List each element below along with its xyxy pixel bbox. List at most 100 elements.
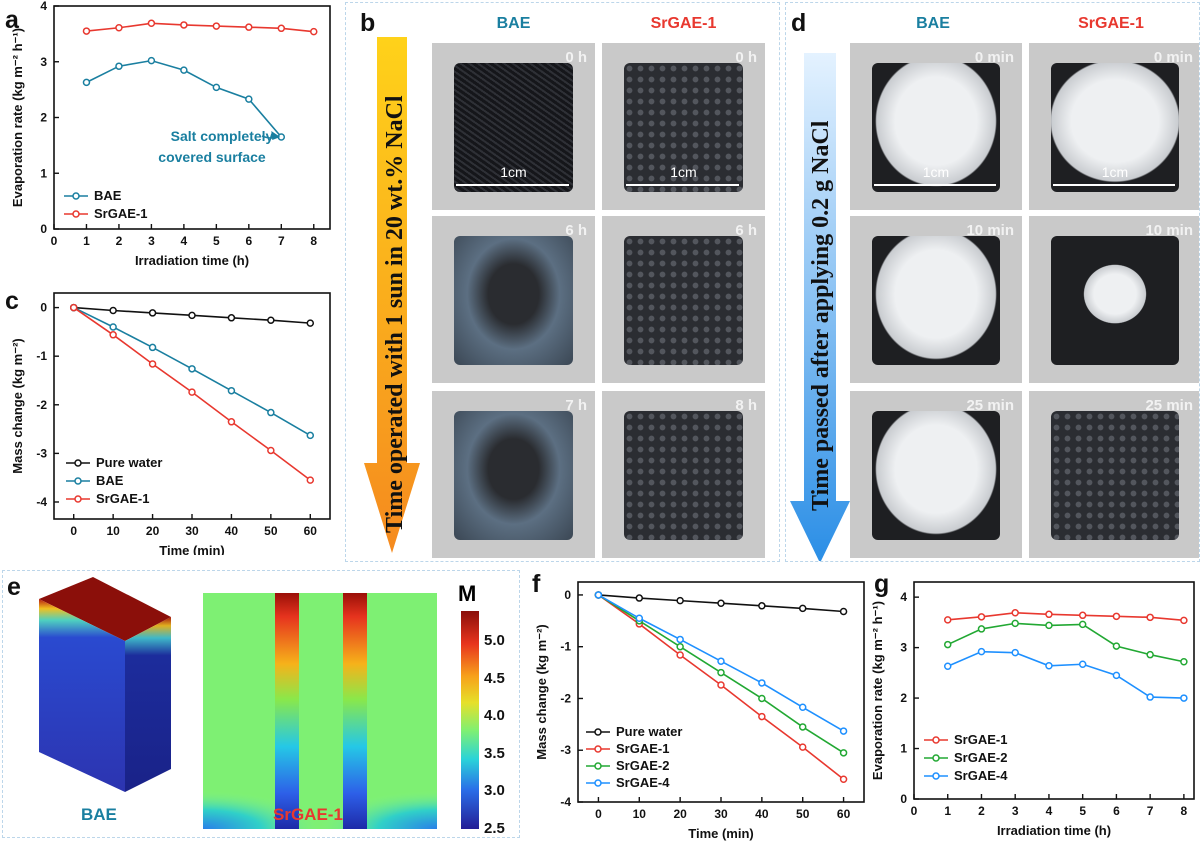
- data-point: [1045, 610, 1053, 619]
- legend-marker: [932, 772, 940, 780]
- x-tick-label: 7: [278, 234, 285, 248]
- data-point: [594, 591, 603, 599]
- panel-label-e: e: [7, 573, 21, 601]
- photo-b-bae-3: 7 h: [432, 391, 595, 558]
- y-tick-label: 1: [40, 166, 47, 180]
- panel-f: f 0 10 20 30 40 50 60 0 -1 -2 -3 -4 Time (min) Mass c…: [530, 568, 870, 845]
- panel-label-b: b: [360, 9, 376, 37]
- photo-time-label: 7 h: [565, 397, 587, 414]
- y-tick-label: 2: [40, 111, 47, 125]
- photo-b-srgae1-3: 8 h: [602, 391, 765, 558]
- x-tick-label: 5: [1079, 804, 1086, 818]
- data-point: [758, 602, 766, 610]
- colorbar-tick-label: 5.0: [484, 632, 505, 650]
- panel-label-g: g: [874, 570, 890, 598]
- y-tick-label: -3: [560, 743, 571, 757]
- data-point: [676, 635, 684, 644]
- data-point: [109, 306, 117, 315]
- data-point: [977, 647, 986, 656]
- x-tick-label: 4: [1046, 804, 1053, 818]
- photo-b-srgae1-1: 0 h 1cm: [602, 43, 765, 210]
- legend-marker: [594, 745, 602, 753]
- x-tick-label: 0: [70, 524, 77, 538]
- sample-d-5: [1051, 411, 1179, 540]
- panel-b: b Time operated with 1 sun in 20 wt.% Na…: [345, 2, 780, 562]
- data-point: [977, 613, 986, 621]
- srgae1-slice-simulation: [203, 593, 437, 829]
- legend-label: SrGAE-2: [616, 758, 669, 773]
- photo-time-label: 6 h: [735, 222, 757, 239]
- y-tick-label: -4: [36, 495, 47, 509]
- sample-b-3: [624, 236, 743, 365]
- data-point: [109, 331, 117, 339]
- legend-marker: [74, 477, 82, 485]
- x-tick-label: 0: [911, 804, 918, 818]
- sample-d-0: [872, 63, 1000, 192]
- y-tick-label: 2: [900, 691, 907, 705]
- data-point: [1180, 657, 1188, 666]
- y-axis-label: Evaporation rate (kg m⁻² h⁻¹): [10, 28, 25, 207]
- y-axis-label: Mass change (kg m⁻²): [10, 338, 25, 473]
- legend-label: SrGAE-4: [616, 775, 670, 790]
- colorbar-tick-label: 4.5: [484, 669, 505, 687]
- annotation-line-1: Salt completely: [171, 128, 274, 144]
- photo-time-label: 8 h: [735, 397, 757, 414]
- data-point: [977, 625, 986, 633]
- data-point: [1011, 609, 1019, 617]
- x-tick-label: 40: [225, 524, 239, 538]
- data-point: [69, 303, 78, 312]
- arrow-text-b: Time operated with 1 sun in 20 wt.% NaCl: [382, 95, 408, 533]
- chart-f-mass-change: 0 10 20 30 40 50 60 0 -1 -2 -3 -4 Time (min) Mass cha…: [534, 581, 865, 841]
- data-point: [227, 314, 236, 322]
- data-point: [798, 703, 807, 712]
- x-tick-label: 20: [673, 807, 687, 821]
- panel-g: g 0 1 2 3 4 5 6 7 8 0 1 2 3 4 Irradiation time (h) Evap…: [870, 568, 1200, 845]
- x-tick-label: 50: [796, 807, 810, 821]
- col-label-bae-d: BAE: [916, 15, 950, 32]
- x-tick-label: 60: [837, 807, 851, 821]
- x-tick-label: 10: [633, 807, 647, 821]
- x-axis-label: Time (min): [159, 543, 225, 555]
- x-tick-label: 20: [146, 524, 160, 538]
- data-point: [717, 681, 725, 689]
- data-point: [839, 749, 848, 757]
- data-point: [839, 775, 848, 783]
- scale-bar-label: 1cm: [1101, 164, 1129, 180]
- data-point: [188, 388, 196, 396]
- x-tick-label: 2: [116, 234, 123, 248]
- data-point: [188, 365, 196, 373]
- y-tick-label: 0: [900, 792, 907, 806]
- legend-label: SrGAE-1: [94, 206, 147, 221]
- data-point: [676, 596, 684, 605]
- photo-d-bae-1: 0 min 1cm: [850, 43, 1022, 210]
- x-tick-label: 10: [106, 524, 120, 538]
- legend-marker: [594, 728, 602, 736]
- legend-marker: [72, 210, 80, 218]
- x-tick-label: 2: [978, 804, 985, 818]
- y-tick-label: 3: [40, 55, 47, 69]
- scale-bar-label: 1cm: [670, 164, 697, 180]
- data-point: [1112, 642, 1121, 650]
- x-tick-label: 4: [181, 234, 188, 248]
- x-tick-label: 1: [944, 804, 951, 818]
- x-tick-label: 5: [213, 234, 220, 248]
- data-point: [1011, 648, 1019, 657]
- panel-c: c 0 10 20 30 40 50 60 0 -1 -2 -3 -4 Time (min) Mass c…: [0, 285, 335, 555]
- x-tick-label: 30: [714, 807, 728, 821]
- y-tick-label: -4: [560, 795, 571, 809]
- data-point: [717, 599, 725, 607]
- y-tick-label: 4: [40, 0, 47, 13]
- colorbar-tick-label: 4.0: [484, 707, 505, 725]
- scale-bar-label: 1cm: [922, 164, 950, 180]
- data-point: [147, 19, 156, 28]
- y-tick-label: -3: [36, 446, 47, 460]
- data-point: [1180, 616, 1188, 625]
- annotation-line-2: covered surface: [158, 149, 266, 165]
- y-tick-label: 0: [40, 301, 47, 315]
- data-point: [676, 642, 684, 651]
- data-point: [148, 309, 157, 317]
- x-tick-label: 0: [51, 234, 58, 248]
- data-point: [1078, 611, 1087, 620]
- photo-d-srgae1-3: 25 min: [1029, 391, 1199, 558]
- series-line-srgae-1: [86, 22, 314, 33]
